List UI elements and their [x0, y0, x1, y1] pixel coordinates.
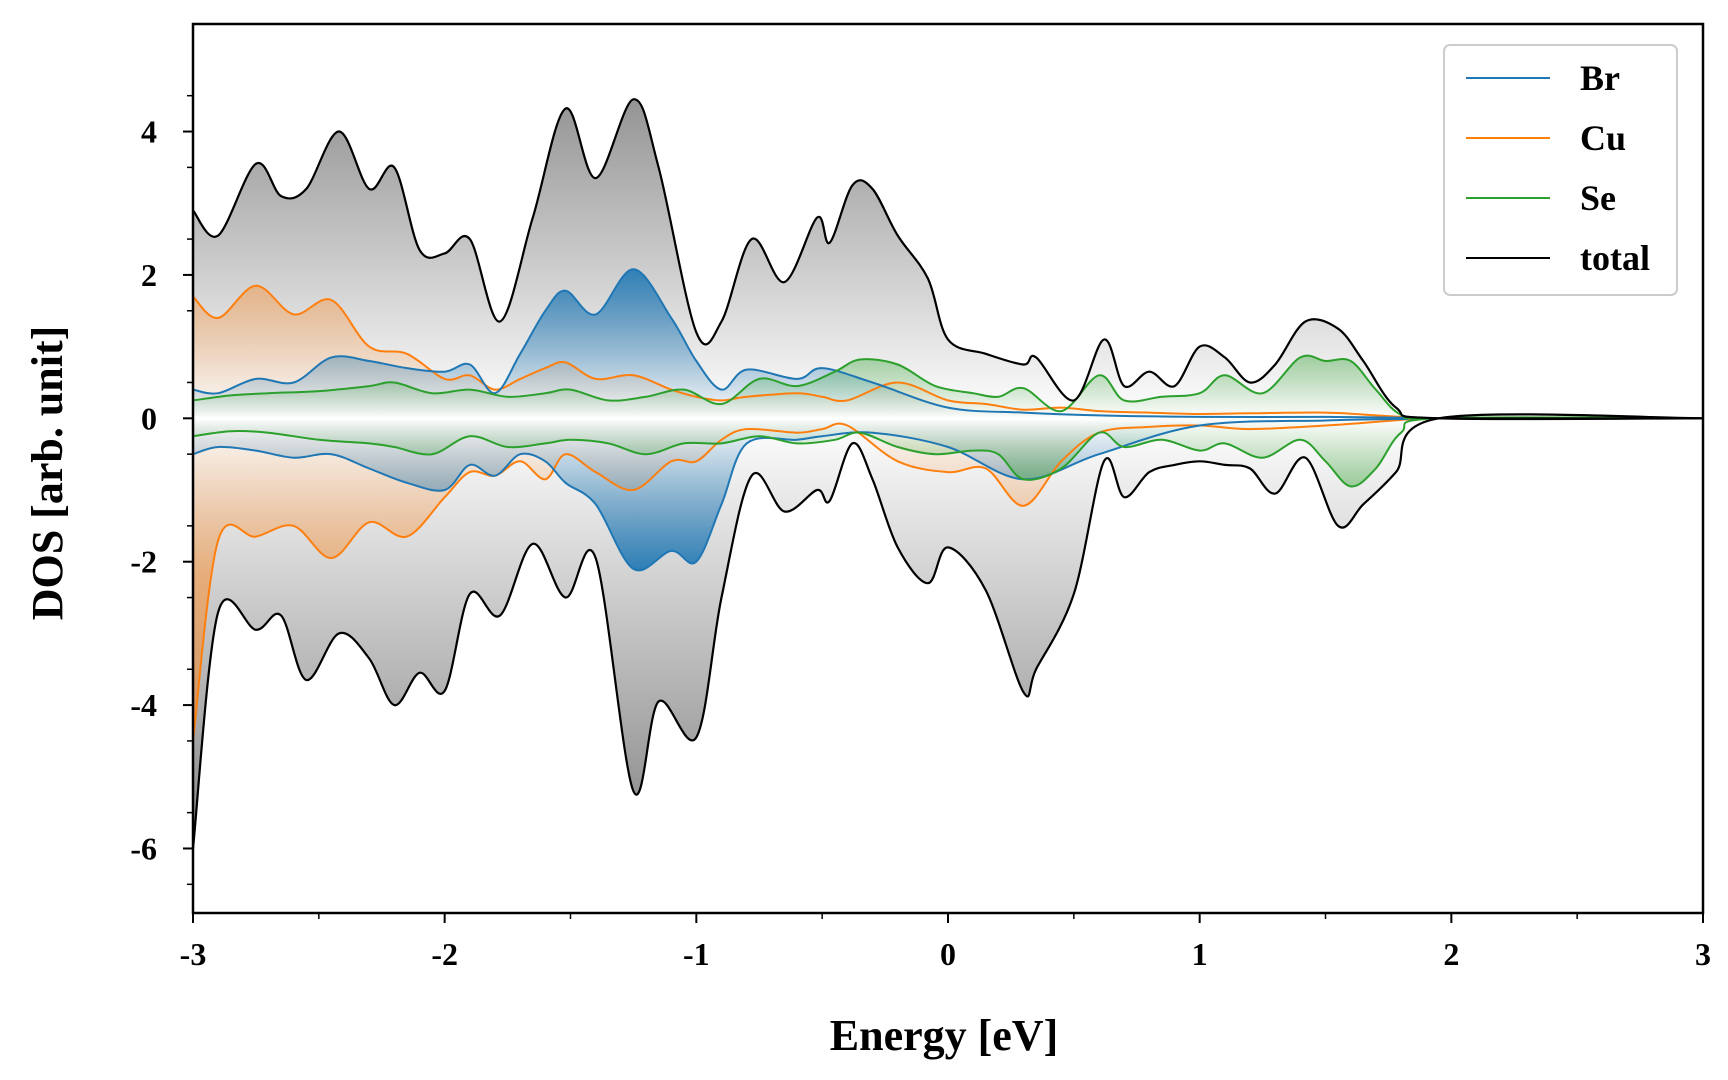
legend-label-br: Br [1580, 58, 1620, 98]
series-cu-up-line [192, 284, 1704, 420]
series-br-down-fill [193, 418, 1703, 571]
fill-layer [193, 99, 1703, 849]
x-tick-label: -3 [180, 936, 207, 972]
y-axis-title: DOS [arb. unit] [23, 326, 72, 621]
x-tick-label: 3 [1695, 936, 1711, 972]
y-tick-label: 4 [141, 114, 157, 150]
y-tick-label: 0 [141, 400, 157, 436]
series-cu-down-line [192, 417, 1704, 742]
series-br-up-fill [193, 269, 1703, 419]
series-se-up-line [192, 354, 1704, 420]
x-tick-label: 2 [1443, 936, 1459, 972]
x-tick-label: -1 [683, 936, 710, 972]
series-br-down-line [192, 417, 1704, 572]
y-tick-label: -4 [130, 687, 157, 723]
line-layer [191, 98, 1704, 849]
x-tick-label: -2 [431, 936, 458, 972]
axis-ticks: -3 -2 -1 0 1 2 3 -6 -4 -2 0 2 4 [130, 94, 1711, 972]
legend-label-se: Se [1580, 178, 1616, 218]
x-axis-title: Energy [eV] [830, 1011, 1059, 1060]
x-tick-label: 1 [1192, 936, 1208, 972]
series-se-down-fill [193, 417, 1703, 487]
series-total-down-line [191, 413, 1704, 849]
series-se-up-fill [193, 355, 1703, 419]
series-se-down-line [192, 416, 1704, 488]
x-tick-label: 0 [940, 936, 956, 972]
legend-label-total: total [1580, 238, 1650, 278]
legend-label-cu: Cu [1580, 118, 1626, 158]
legend-box [1443, 44, 1678, 296]
y-tick-label: 2 [141, 257, 157, 293]
series-total-down-fill [193, 414, 1703, 849]
legend: Br Cu Se total [1443, 44, 1678, 296]
series-br-up-line [192, 268, 1704, 420]
y-tick-label: -2 [130, 544, 157, 580]
series-total-up-line [192, 98, 1704, 421]
y-tick-label: -6 [130, 830, 157, 866]
